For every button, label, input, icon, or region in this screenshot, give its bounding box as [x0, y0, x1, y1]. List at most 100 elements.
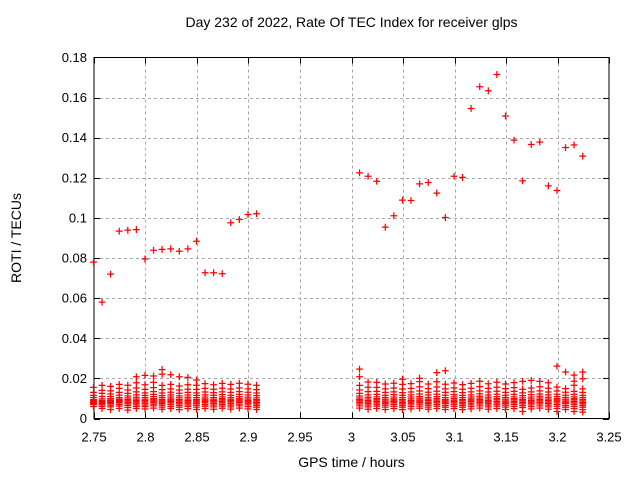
band-column-markers [416, 374, 423, 412]
band-column-markers [115, 381, 123, 412]
band-column-markers [235, 379, 243, 412]
data-point-marker [124, 226, 132, 234]
band-column-markers [150, 372, 157, 412]
data-point-marker [570, 141, 578, 149]
band-column-markers [90, 384, 97, 410]
band-column-markers [579, 368, 587, 416]
data-point-marker [218, 270, 226, 278]
data-point-marker [519, 177, 526, 185]
x-axis-label: GPS time / hours [298, 454, 405, 470]
band-column-markers [201, 380, 209, 412]
band-column-markers [484, 380, 492, 413]
x-tick-label: 3 [348, 430, 355, 445]
band-column-markers [98, 382, 106, 412]
data-point-marker [467, 105, 475, 112]
band-column-markers [553, 362, 561, 415]
y-tick-label: 0 [80, 411, 87, 426]
data-point-marker [407, 197, 415, 204]
y-tick-label: 0.06 [62, 291, 87, 306]
data-point-marker [184, 245, 192, 253]
band-column-markers [132, 373, 140, 412]
data-point-marker [476, 83, 484, 91]
data-point-marker [433, 189, 441, 197]
band-column-markers [184, 373, 192, 413]
data-point-marker [441, 214, 449, 221]
data-point-marker [364, 172, 372, 180]
data-point-marker [107, 270, 114, 278]
data-point-marker [201, 269, 209, 277]
y-tick-label: 0.16 [62, 90, 87, 105]
band-column-markers [544, 379, 552, 413]
data-point-marker [450, 172, 458, 180]
band-column-markers [167, 371, 175, 412]
data-point-marker [399, 196, 406, 204]
data-point-marker [424, 179, 432, 186]
data-point-marker [115, 227, 123, 235]
x-tick-labels: 2.75 2.8 2.85 2.9 2.95 3 3.05 3.1 3.15 3.2 3.25 [81, 430, 621, 445]
band-column-markers [399, 375, 406, 414]
data-point-marker [527, 141, 535, 148]
band-column-markers [124, 381, 132, 414]
x-tick-label: 3.05 [390, 430, 415, 445]
y-tick-label: 0.1 [69, 210, 87, 225]
band-column-markers [441, 367, 449, 413]
band-column-markers [510, 379, 518, 413]
y-tick-label: 0.14 [62, 130, 87, 145]
band-column-markers [570, 371, 578, 415]
band-column-markers [373, 379, 381, 412]
data-point-marker [210, 269, 217, 277]
data-point-marker [98, 298, 106, 306]
band-column-markers [476, 377, 484, 412]
x-tick-label: 3.25 [596, 430, 621, 445]
data-point-marker [227, 219, 235, 227]
data-point-marker [141, 255, 149, 263]
band-column-markers [467, 380, 475, 413]
data-point-marker [390, 212, 398, 220]
y-tick-label: 0.08 [62, 251, 87, 266]
band-column-markers [218, 380, 226, 412]
data-point-marker [579, 152, 587, 160]
x-tick-label: 2.8 [136, 430, 154, 445]
band-column-markers [390, 379, 398, 413]
grid-lines [94, 57, 609, 419]
data-point-marker [158, 246, 166, 253]
data-point-marker [544, 182, 552, 190]
data-point-marker [416, 180, 423, 188]
x-tick-label: 2.75 [81, 430, 106, 445]
data-point-marker [244, 211, 252, 218]
band-column-markers [459, 381, 466, 414]
data-point-marker [459, 174, 466, 181]
y-tick-labels: 0 0.02 0.04 0.06 0.08 0.1 0.12 0.14 0.16 0.18 [62, 50, 87, 426]
data-point-marker [502, 112, 509, 120]
band-column-markers [158, 366, 166, 413]
data-point-marker [373, 177, 381, 185]
band-column-markers [502, 380, 509, 413]
data-point-marker [553, 187, 561, 194]
band-column-markers [381, 380, 389, 413]
band-column-markers [141, 371, 149, 413]
band-column-markers [193, 376, 200, 413]
data-point-marker [562, 144, 569, 151]
data-point-marker [90, 258, 97, 266]
band-column-markers [244, 380, 252, 413]
band-column-markers [407, 380, 415, 413]
tick-marks [94, 57, 610, 420]
data-point-marker [132, 226, 140, 233]
data-point-marker [381, 223, 389, 231]
band-column-markers [493, 378, 501, 412]
band-column-markers [424, 380, 432, 413]
band-column-markers [107, 383, 114, 413]
data-point-marker [356, 169, 363, 177]
x-tick-label: 3.15 [493, 430, 518, 445]
x-tick-label: 2.95 [287, 430, 312, 445]
x-tick-label: 2.9 [239, 430, 257, 445]
data-point-marker [536, 138, 544, 146]
band-column-markers [227, 381, 235, 413]
data-point-marker [193, 237, 200, 245]
band-column-markers [433, 369, 441, 412]
band-column-markers [175, 373, 183, 414]
data-point-marker [235, 216, 243, 223]
x-tick-label: 3.1 [445, 430, 463, 445]
chart-title: Day 232 of 2022, Rate Of TEC Index for r… [185, 14, 517, 30]
